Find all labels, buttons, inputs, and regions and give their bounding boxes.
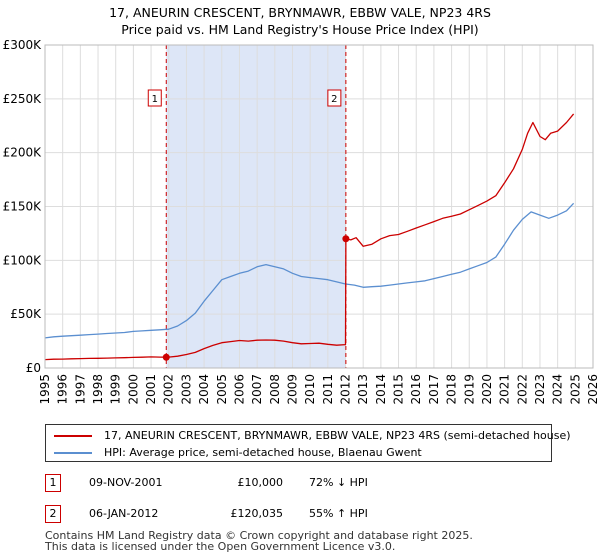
marker-label-box xyxy=(327,89,342,107)
transaction-number-badge: 2 xyxy=(45,505,61,523)
transaction-price: £120,035 xyxy=(230,507,284,520)
x-tick-label: 2022 xyxy=(515,374,529,405)
x-tick-label: 2011 xyxy=(321,374,335,405)
x-tick-label: 2002 xyxy=(162,374,176,405)
y-tick-label: £0 xyxy=(26,361,41,375)
sale-point xyxy=(162,353,170,361)
x-tick-label: 2015 xyxy=(392,374,406,405)
y-tick-label: £250K xyxy=(3,92,43,106)
transaction-date: 06-JAN-2012 xyxy=(89,507,159,520)
x-tick-label: 2013 xyxy=(356,374,370,405)
x-tick-label: 2000 xyxy=(126,374,140,405)
transaction-row: 2 06-JAN-2012 £120,035 55% ↑ HPI xyxy=(45,505,565,525)
y-tick-label: £200K xyxy=(3,146,43,160)
x-tick-label: 1995 xyxy=(38,374,52,405)
transaction-number-badge: 1 xyxy=(45,474,61,492)
transaction-price: £10,000 xyxy=(237,476,284,489)
title-line-1: 17, ANEURIN CRESCENT, BRYNMAWR, EBBW VAL… xyxy=(109,5,491,20)
legend-item-hpi: HPI: Average price, semi-detached house,… xyxy=(46,444,551,462)
x-tick-label: 2008 xyxy=(268,374,282,405)
y-tick-label: £150K xyxy=(3,200,43,214)
x-tick-label: 2004 xyxy=(197,374,211,405)
x-tick-label: 2012 xyxy=(339,374,353,405)
hpi-line-swatch xyxy=(54,452,92,454)
transaction-hpi-change: 72% ↓ HPI xyxy=(309,476,368,489)
y-tick-label: £100K xyxy=(3,253,43,267)
x-tick-label: 2026 xyxy=(586,374,600,405)
property-line-swatch xyxy=(54,435,92,437)
x-tick-label: 2023 xyxy=(533,374,547,405)
x-tick-label: 1997 xyxy=(73,374,87,405)
marker-label-box xyxy=(147,89,162,107)
chart-title: 17, ANEURIN CRESCENT, BRYNMAWR, EBBW VAL… xyxy=(0,4,600,38)
x-tick-label: 1998 xyxy=(91,374,105,405)
x-tick-label: 2020 xyxy=(480,374,494,405)
x-tick-label: 2024 xyxy=(551,374,565,405)
x-tick-label: 2016 xyxy=(409,374,423,405)
x-tick-label: 1996 xyxy=(56,374,70,405)
hpi-series-line xyxy=(44,202,575,339)
legend-item-property: 17, ANEURIN CRESCENT, BRYNMAWR, EBBW VAL… xyxy=(46,427,571,445)
price-chart: 1 2 £0 £50K £100K £150K £200K £250K £300K 1995 199… xyxy=(3,38,600,405)
transaction-row: 1 09-NOV-2001 £10,000 72% ↓ HPI xyxy=(45,474,565,494)
sale-point xyxy=(342,235,350,243)
y-tick-label: £50K xyxy=(10,307,42,321)
transaction-date: 09-NOV-2001 xyxy=(89,476,163,489)
plot-frame xyxy=(44,44,594,369)
y-tick-label: £300K xyxy=(3,38,43,52)
x-tick-label: 2018 xyxy=(445,374,459,405)
x-tick-label: 2025 xyxy=(568,374,582,405)
x-tick-label: 2021 xyxy=(498,374,512,405)
footer-line-2: This data is licensed under the Open Gov… xyxy=(45,540,396,553)
x-tick-label: 2005 xyxy=(215,374,229,405)
x-tick-label: 1999 xyxy=(109,374,123,405)
legend: 17, ANEURIN CRESCENT, BRYNMAWR, EBBW VAL… xyxy=(45,424,571,462)
x-tick-label: 2014 xyxy=(374,374,388,405)
x-tick-label: 2001 xyxy=(144,374,158,405)
x-tick-label: 2009 xyxy=(285,374,299,405)
marker-label: 1 xyxy=(152,94,158,105)
legend-label-hpi: HPI: Average price, semi-detached house,… xyxy=(104,446,422,459)
transaction-hpi-change: 55% ↑ HPI xyxy=(309,507,368,520)
x-tick-label: 2017 xyxy=(427,374,441,405)
x-tick-label: 2006 xyxy=(232,374,246,405)
x-tick-label: 2007 xyxy=(250,374,264,405)
title-line-2: Price paid vs. HM Land Registry's House … xyxy=(121,22,479,37)
footer: Contains HM Land Registry data © Crown c… xyxy=(45,530,473,552)
x-tick-label: 2003 xyxy=(179,374,193,405)
x-tick-label: 2010 xyxy=(303,374,317,405)
property-series-line xyxy=(44,113,575,361)
legend-label-property: 17, ANEURIN CRESCENT, BRYNMAWR, EBBW VAL… xyxy=(104,429,571,442)
x-tick-label: 2019 xyxy=(462,374,476,405)
marker-label: 2 xyxy=(331,94,337,105)
footer-line-1: Contains HM Land Registry data © Crown c… xyxy=(45,529,473,542)
